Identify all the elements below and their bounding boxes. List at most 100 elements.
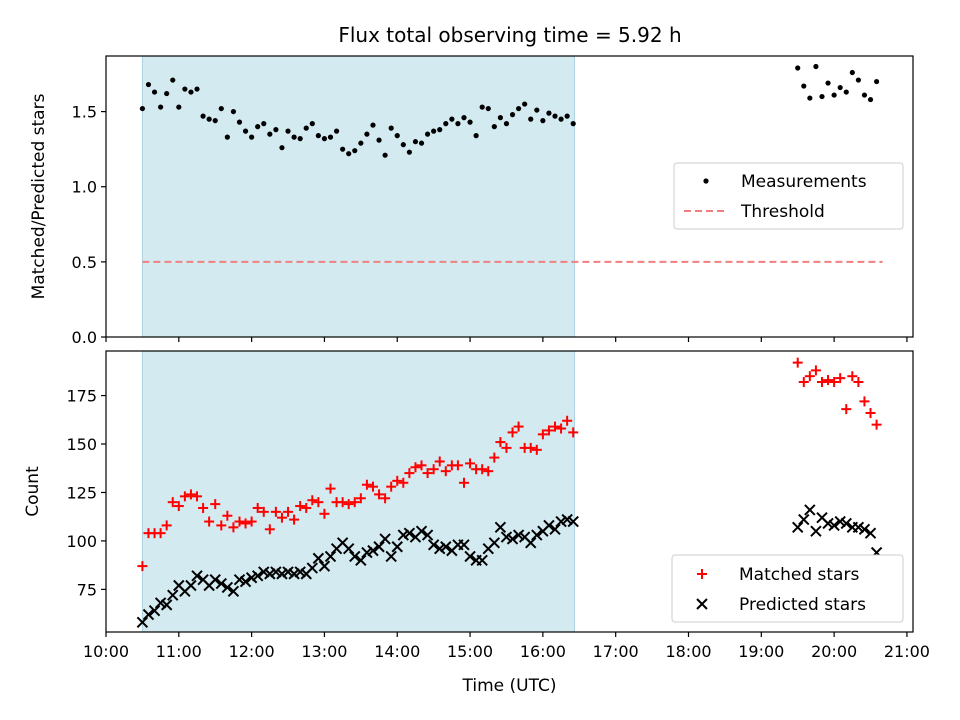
matched-star-point — [416, 460, 427, 471]
bottom-legend-box — [671, 554, 904, 623]
top-x-ticks — [105, 337, 908, 342]
matched-star-point — [337, 497, 348, 508]
matched-star-point — [792, 357, 803, 368]
measurement-point — [261, 121, 267, 127]
measurement-point — [394, 133, 400, 139]
measurement-point — [158, 104, 164, 110]
measurement-point — [309, 121, 315, 127]
predicted-star-point — [403, 527, 416, 539]
matched-star-point — [410, 462, 421, 473]
measurement-point — [825, 80, 831, 86]
predicted-star-point — [525, 537, 537, 549]
measurement-point — [388, 125, 394, 131]
predicted-star-point — [136, 616, 149, 629]
predicted-star-point — [167, 589, 179, 601]
measurement-point — [321, 136, 328, 142]
measurement-point — [370, 122, 376, 128]
measurement-point — [443, 121, 449, 127]
matched-star-point — [859, 396, 870, 407]
matched-star-point — [301, 502, 312, 513]
matched-star-point — [228, 522, 239, 533]
matched-star-point — [222, 510, 233, 521]
measurement-point — [418, 140, 425, 146]
measurement-point — [540, 118, 546, 124]
matched-star-point — [440, 466, 451, 477]
predicted-star-point — [148, 604, 161, 617]
matched-star-point — [392, 475, 403, 486]
measurement-point — [412, 139, 419, 145]
matched-star-point — [404, 468, 415, 479]
measurement-point — [534, 107, 540, 113]
matched-star-point — [543, 425, 554, 436]
matched-star-point — [489, 452, 500, 463]
matched-star-point — [161, 520, 172, 531]
matched-star-point — [204, 516, 215, 527]
matched-stars-points — [137, 357, 882, 572]
measurement-point — [509, 112, 516, 118]
matched-star-point — [216, 520, 227, 531]
measurement-point — [376, 137, 382, 143]
measurement-point — [340, 146, 346, 152]
predicted-star-point — [312, 552, 325, 565]
measurement-point — [473, 133, 479, 139]
matched-star-point — [556, 423, 567, 434]
matched-star-point — [349, 497, 360, 508]
matched-star-point — [179, 491, 190, 502]
predicted-star-point — [531, 529, 543, 541]
bottom-axes-frame — [105, 350, 914, 633]
matched-star-point — [865, 408, 876, 419]
matched-ratio-panel: 0.0 0.5 1.0 1.5 Matched/Predicted stars Mea… — [29, 55, 914, 347]
predicted-star-point — [160, 599, 173, 611]
predicted-star-point — [385, 550, 397, 563]
measurement-point — [497, 115, 503, 121]
matched-star-point — [550, 421, 561, 432]
bottom-y-axis-label: Count — [23, 466, 43, 517]
predicted-star-point — [391, 541, 403, 553]
measurement-point — [849, 69, 855, 76]
predicted-star-point — [373, 541, 385, 553]
matched-star-point — [198, 502, 209, 513]
measurement-point — [424, 131, 431, 137]
matched-star-point — [210, 499, 221, 510]
measurement-point — [255, 124, 261, 130]
matched-star-point — [289, 514, 300, 525]
predicted-star-point — [427, 539, 440, 551]
y-tick-label: 0.0 — [72, 328, 97, 347]
y-tick-label: 100 — [66, 532, 97, 551]
x-tick-label: 14:00 — [374, 642, 420, 661]
x-tick-label: 12:00 — [229, 642, 275, 661]
predicted-star-point — [494, 521, 507, 534]
matched-star-point — [513, 421, 524, 432]
matched-star-point — [568, 427, 579, 438]
matched-star-point — [847, 371, 858, 382]
predicted-star-point — [488, 537, 501, 549]
matched-star-point — [246, 516, 257, 527]
predicted-star-point — [227, 585, 240, 598]
matched-star-point — [276, 512, 287, 523]
predicted-star-point — [567, 515, 579, 528]
matched-star-point — [258, 506, 269, 517]
predicted-star-point — [221, 581, 234, 594]
matched-star-point — [458, 477, 469, 488]
measurement-point — [570, 121, 576, 127]
predicted-star-point — [306, 562, 319, 574]
measurement-point — [461, 115, 467, 121]
matched-star-point — [167, 497, 178, 508]
y-tick-label: 175 — [66, 387, 97, 406]
matched-star-point — [434, 456, 445, 467]
matched-star-point — [295, 501, 306, 512]
measurement-point — [455, 121, 461, 127]
measurement-point — [449, 116, 455, 122]
x-tick-label: 10:00 — [83, 642, 129, 661]
measurement-point — [528, 116, 534, 122]
measurement-point — [151, 89, 158, 95]
y-tick-label: 1.0 — [72, 178, 97, 197]
predicted-star-point — [142, 608, 155, 621]
measurement-point — [242, 128, 249, 134]
predicted-star-point — [342, 542, 355, 555]
bottom-legend: Matched stars Predicted stars — [671, 554, 904, 623]
measurement-point — [503, 121, 510, 127]
matched-star-point — [835, 373, 846, 384]
matched-star-point — [343, 499, 354, 510]
measurement-point — [546, 110, 552, 116]
